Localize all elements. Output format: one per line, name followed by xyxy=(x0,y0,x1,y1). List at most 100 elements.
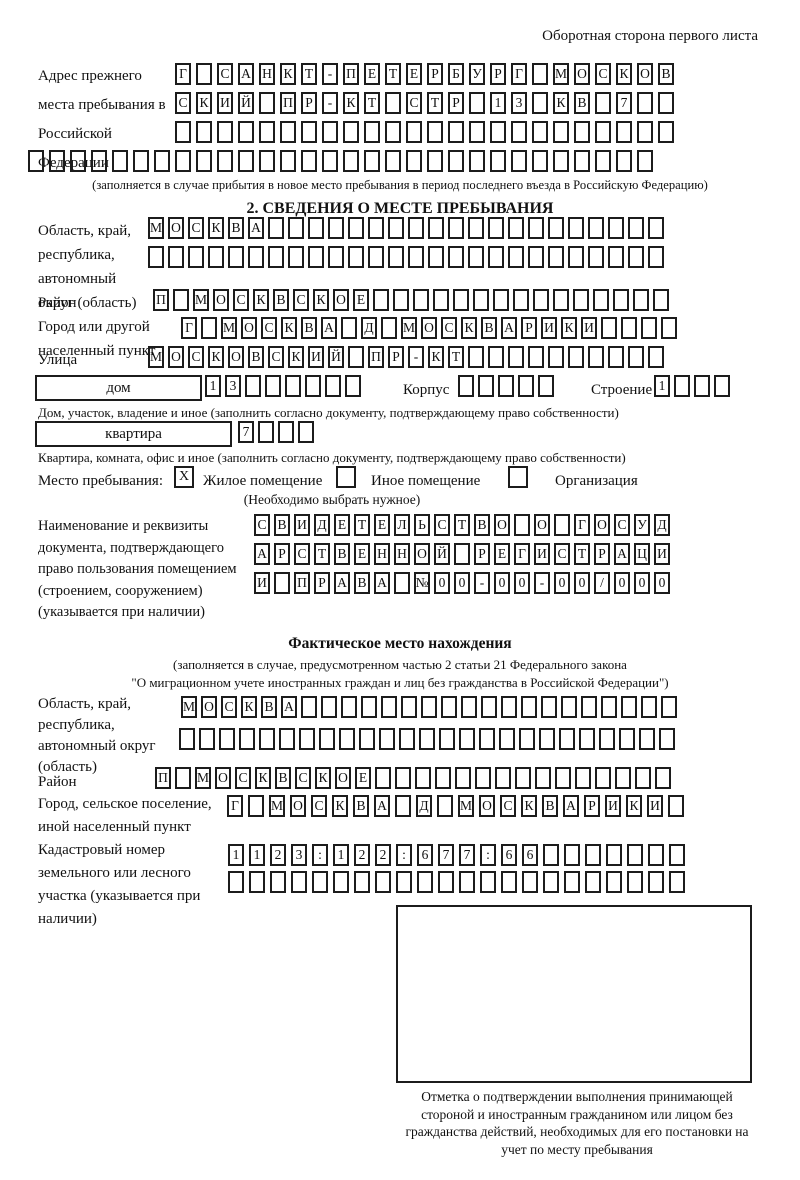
char-box[interactable]: О xyxy=(241,317,257,339)
char-box[interactable] xyxy=(268,246,284,268)
char-box[interactable]: В xyxy=(574,92,590,114)
char-box[interactable] xyxy=(641,317,657,339)
char-box[interactable] xyxy=(354,871,370,893)
char-box[interactable]: / xyxy=(594,572,610,594)
char-box[interactable] xyxy=(301,150,317,172)
char-box[interactable] xyxy=(245,375,261,397)
char-box[interactable]: С xyxy=(500,795,516,817)
char-box[interactable] xyxy=(359,728,375,750)
char-box[interactable] xyxy=(588,246,604,268)
char-box[interactable]: 6 xyxy=(417,844,433,866)
char-box[interactable] xyxy=(518,375,534,397)
char-box[interactable] xyxy=(468,346,484,368)
char-box[interactable] xyxy=(585,871,601,893)
char-box[interactable]: 7 xyxy=(438,844,454,866)
char-box[interactable]: С xyxy=(235,767,251,789)
char-box[interactable]: С xyxy=(434,514,450,536)
char-box[interactable]: : xyxy=(396,844,412,866)
char-box[interactable]: Т xyxy=(427,92,443,114)
char-box[interactable]: 0 xyxy=(454,572,470,594)
char-box[interactable]: И xyxy=(654,543,670,565)
char-box[interactable] xyxy=(515,767,531,789)
char-box[interactable]: Г xyxy=(181,317,197,339)
char-box[interactable]: С xyxy=(217,63,233,85)
char-box[interactable]: 0 xyxy=(634,572,650,594)
char-box[interactable] xyxy=(364,150,380,172)
char-box[interactable] xyxy=(388,246,404,268)
char-box[interactable] xyxy=(528,217,544,239)
char-box[interactable] xyxy=(495,767,511,789)
char-box[interactable]: Т xyxy=(314,543,330,565)
char-box[interactable]: К xyxy=(196,92,212,114)
char-box[interactable] xyxy=(479,728,495,750)
char-box[interactable]: В xyxy=(481,317,497,339)
char-box[interactable]: Е xyxy=(334,514,350,536)
char-box[interactable]: Б xyxy=(448,63,464,85)
char-box[interactable]: Г xyxy=(574,514,590,536)
char-box[interactable] xyxy=(148,246,164,268)
char-box[interactable] xyxy=(259,92,275,114)
char-box[interactable] xyxy=(581,696,597,718)
char-box[interactable]: Р xyxy=(584,795,600,817)
char-box[interactable] xyxy=(322,150,338,172)
char-box[interactable] xyxy=(301,696,317,718)
char-box[interactable]: Й xyxy=(238,92,254,114)
char-box[interactable]: В xyxy=(354,572,370,594)
char-box[interactable] xyxy=(280,121,296,143)
char-box[interactable] xyxy=(278,421,294,443)
char-box[interactable] xyxy=(593,289,609,311)
char-box[interactable]: 1 xyxy=(654,375,670,397)
char-box[interactable] xyxy=(669,844,685,866)
char-box[interactable] xyxy=(637,121,653,143)
char-box[interactable]: А xyxy=(238,63,254,85)
char-box[interactable] xyxy=(469,150,485,172)
char-box[interactable] xyxy=(448,217,464,239)
char-box[interactable]: У xyxy=(469,63,485,85)
char-box[interactable]: П xyxy=(153,289,169,311)
char-box[interactable] xyxy=(345,375,361,397)
char-box[interactable]: Р xyxy=(474,543,490,565)
char-box[interactable] xyxy=(361,696,377,718)
char-box[interactable] xyxy=(408,246,424,268)
char-box[interactable]: В xyxy=(474,514,490,536)
char-box[interactable] xyxy=(308,217,324,239)
char-box[interactable] xyxy=(532,121,548,143)
char-box[interactable] xyxy=(528,246,544,268)
char-box[interactable] xyxy=(548,246,564,268)
char-box[interactable] xyxy=(388,217,404,239)
char-box[interactable] xyxy=(674,375,690,397)
char-box[interactable] xyxy=(601,317,617,339)
char-box[interactable]: В xyxy=(542,795,558,817)
char-box[interactable]: О xyxy=(201,696,217,718)
char-box[interactable] xyxy=(488,346,504,368)
char-box[interactable]: Н xyxy=(394,543,410,565)
char-box[interactable] xyxy=(539,728,555,750)
char-box[interactable]: М xyxy=(193,289,209,311)
char-box[interactable] xyxy=(321,696,337,718)
char-box[interactable] xyxy=(608,346,624,368)
char-box[interactable]: В xyxy=(658,63,674,85)
char-box[interactable] xyxy=(179,728,195,750)
char-box[interactable]: Е xyxy=(353,289,369,311)
char-box[interactable] xyxy=(595,767,611,789)
char-box[interactable] xyxy=(658,121,674,143)
char-box[interactable] xyxy=(175,121,191,143)
char-box[interactable]: Р xyxy=(448,92,464,114)
char-box[interactable]: К xyxy=(288,346,304,368)
char-box[interactable] xyxy=(493,289,509,311)
char-box[interactable]: К xyxy=(315,767,331,789)
char-box[interactable] xyxy=(608,217,624,239)
char-box[interactable] xyxy=(339,728,355,750)
char-box[interactable]: Р xyxy=(427,63,443,85)
char-box[interactable] xyxy=(421,696,437,718)
char-box[interactable]: 0 xyxy=(514,572,530,594)
char-box[interactable]: Л xyxy=(394,514,410,536)
char-box[interactable]: П xyxy=(155,767,171,789)
char-box[interactable] xyxy=(478,375,494,397)
char-box[interactable]: И xyxy=(534,543,550,565)
char-box[interactable]: - xyxy=(322,92,338,114)
char-box[interactable] xyxy=(428,217,444,239)
char-box[interactable] xyxy=(668,795,684,817)
char-box[interactable]: В xyxy=(274,514,290,536)
char-box[interactable] xyxy=(415,767,431,789)
